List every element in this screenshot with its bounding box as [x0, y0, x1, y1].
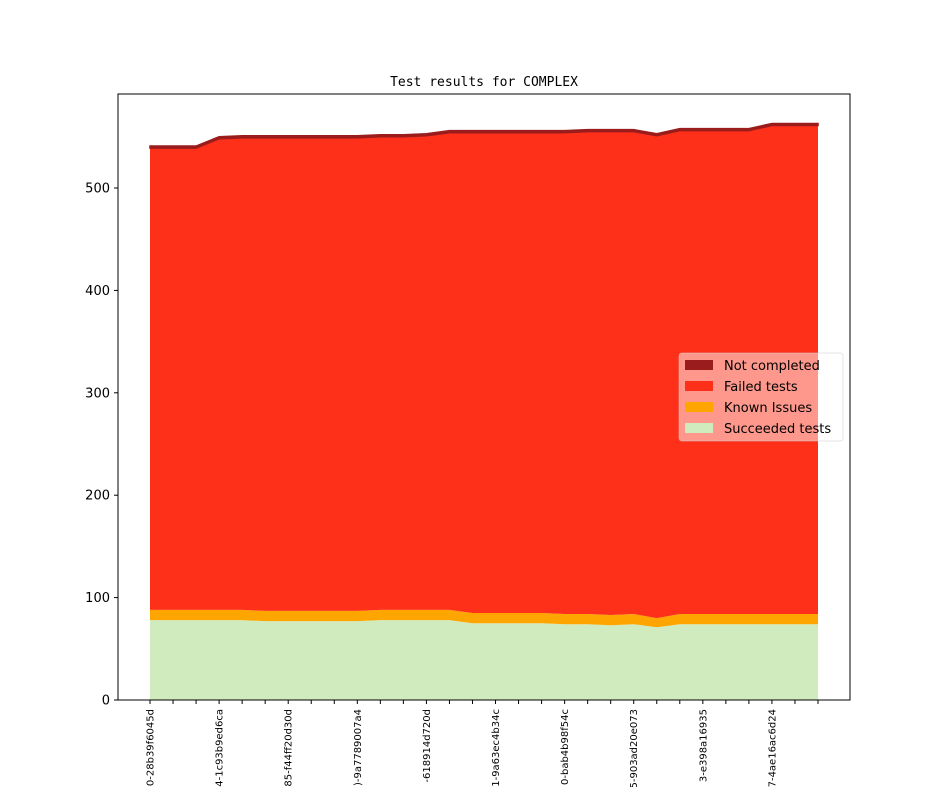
legend-swatch — [685, 360, 713, 370]
legend-label: Known Issues — [724, 401, 812, 416]
legend-swatch — [685, 423, 713, 433]
y-tick-label: 400 — [85, 284, 110, 299]
y-tick-label: 200 — [85, 489, 110, 504]
legend-swatch — [685, 402, 713, 412]
legend-label: Succeeded tests — [724, 422, 831, 437]
y-tick-label: 500 — [85, 182, 110, 197]
x-tick-label: 3-e398a16935 — [698, 709, 709, 782]
legend-box — [678, 352, 844, 442]
legend-swatch — [685, 381, 713, 391]
x-tick-label: 0-28b39f6045d — [146, 709, 157, 786]
plot-frame — [117, 93, 851, 701]
x-tick-label: )-9a7789007a4 — [353, 709, 364, 786]
x-tick-label: 0-bab4b98f54c — [560, 709, 571, 785]
chart-title: Test results for COMPLEX — [390, 75, 578, 90]
y-tick-label: 0 — [102, 694, 110, 709]
area — [150, 620, 818, 700]
area — [149, 122, 819, 149]
x-tick-label: 5-903ad20e073 — [629, 709, 640, 787]
x-tick-label: 4-1c93b9ed6ca — [215, 709, 226, 787]
x-tick-label: 85-f44ff20d30d — [284, 709, 295, 787]
x-tick-label: -618914d720d — [422, 709, 433, 783]
legend-label: Not completed — [724, 359, 820, 374]
area — [150, 609, 818, 628]
x-tick-label: 1-9a63ec4b34c — [491, 709, 502, 787]
legend-label: Failed tests — [724, 380, 798, 395]
y-tick-label: 300 — [85, 386, 110, 401]
y-tick-label: 100 — [85, 591, 110, 606]
legend: Not completed Failed tests Known Issues Suc… — [678, 352, 844, 442]
area — [150, 125, 818, 619]
x-tick-label: 7-4ae16ac6d24 — [767, 709, 778, 787]
